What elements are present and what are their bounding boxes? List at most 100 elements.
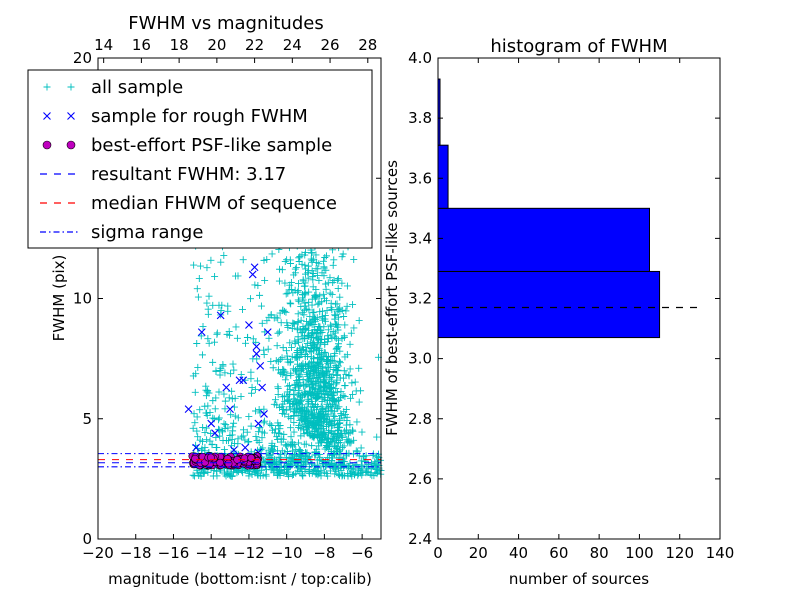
rough-sample-point <box>260 410 268 418</box>
rough-sample-point <box>184 405 193 414</box>
all-sample-point <box>211 272 219 280</box>
all-sample-point <box>308 375 316 383</box>
all-sample-point <box>271 396 279 404</box>
all-sample-point <box>314 336 322 344</box>
all-sample-point <box>262 457 270 465</box>
all-sample-point <box>335 420 343 428</box>
all-sample-point <box>325 391 333 399</box>
all-sample-point <box>216 371 224 379</box>
all-sample-point <box>315 276 323 284</box>
all-sample-point <box>209 397 217 405</box>
all-sample-point <box>224 302 232 310</box>
all-sample-point <box>313 272 321 280</box>
all-sample-point <box>331 401 339 409</box>
all-sample-point <box>333 276 341 284</box>
all-sample-point <box>243 428 251 436</box>
all-sample-point <box>323 400 331 408</box>
all-sample-point <box>315 360 323 368</box>
all-sample-point <box>231 412 239 420</box>
all-sample-point <box>217 258 225 266</box>
all-sample-point <box>284 468 292 476</box>
all-sample-point <box>341 321 349 329</box>
all-sample-point <box>308 442 316 450</box>
all-sample-point <box>282 308 290 316</box>
all-sample-point <box>273 342 281 350</box>
x-tick-label: 60 <box>549 544 568 562</box>
all-sample-point <box>269 364 277 372</box>
all-sample-point <box>289 442 297 450</box>
all-sample-point <box>282 290 290 298</box>
all-sample-point <box>276 457 284 465</box>
y-tick-label: 0 <box>82 530 92 548</box>
all-sample-point <box>325 396 333 404</box>
all-sample-point <box>323 441 331 449</box>
all-sample-point <box>285 464 293 472</box>
all-sample-point <box>222 421 230 429</box>
all-sample-point <box>301 299 309 307</box>
legend-label: best-effort PSF-like sample <box>91 135 332 156</box>
all-sample-point <box>299 414 307 422</box>
all-sample-point <box>319 257 327 265</box>
all-sample-point <box>265 334 273 342</box>
all-sample-point <box>295 338 303 346</box>
all-sample-point <box>267 444 275 452</box>
all-sample-point <box>324 434 332 442</box>
all-sample-point <box>204 402 212 410</box>
all-sample-point <box>275 467 283 475</box>
all-sample-point <box>315 410 323 418</box>
histogram-bars <box>437 78 661 339</box>
all-sample-point <box>303 305 311 313</box>
all-sample-point <box>294 317 302 325</box>
all-sample-point <box>225 394 233 402</box>
psf-sample-point <box>240 454 249 463</box>
all-sample-point <box>286 391 294 399</box>
all-sample-point <box>305 466 313 474</box>
all-sample-point <box>318 398 326 406</box>
x-tick-label: 80 <box>590 544 609 562</box>
all-sample-point <box>247 422 255 430</box>
all-sample-point <box>312 292 320 300</box>
all-sample-point <box>297 447 305 455</box>
all-sample-point <box>302 368 310 376</box>
y-tick-label: 2.8 <box>408 410 432 428</box>
all-sample-point <box>351 378 359 386</box>
all-sample-point <box>375 466 383 474</box>
all-sample-point <box>312 251 320 259</box>
all-sample-point <box>328 418 336 426</box>
all-sample-point <box>292 264 300 272</box>
all-sample-point <box>263 317 271 325</box>
legend-label: resultant FWHM: 3.17 <box>91 164 286 185</box>
all-sample-point <box>293 326 301 334</box>
all-sample-point <box>331 413 339 421</box>
all-sample-point <box>334 340 342 348</box>
all-sample-point <box>305 361 313 369</box>
all-sample-point <box>336 347 344 355</box>
all-sample-point <box>371 462 379 470</box>
all-sample-point <box>340 367 348 375</box>
legend-marker <box>43 112 51 120</box>
all-sample-point <box>320 290 328 298</box>
all-sample-point <box>264 345 272 353</box>
all-sample-point <box>194 293 202 301</box>
all-sample-point <box>261 417 269 425</box>
all-sample-point <box>327 331 335 339</box>
top-x-tick-label: 28 <box>358 36 377 54</box>
all-sample-point <box>306 370 314 378</box>
all-sample-point <box>279 344 287 352</box>
all-sample-point <box>331 312 339 320</box>
all-sample-point <box>321 254 329 262</box>
all-sample-point <box>275 422 283 430</box>
x-tick-label: −20 <box>82 544 114 562</box>
all-sample-point <box>198 351 206 359</box>
all-sample-point <box>197 262 205 270</box>
all-sample-point <box>332 361 340 369</box>
rough-sample-point <box>207 419 216 428</box>
all-sample-point <box>317 466 325 474</box>
all-sample-point <box>315 450 323 458</box>
all-sample-point <box>267 421 275 429</box>
all-sample-point <box>281 376 289 384</box>
all-sample-point <box>334 285 342 293</box>
all-sample-point <box>274 329 282 337</box>
all-sample-point <box>301 457 309 465</box>
top-x-tick-label: 20 <box>207 36 226 54</box>
